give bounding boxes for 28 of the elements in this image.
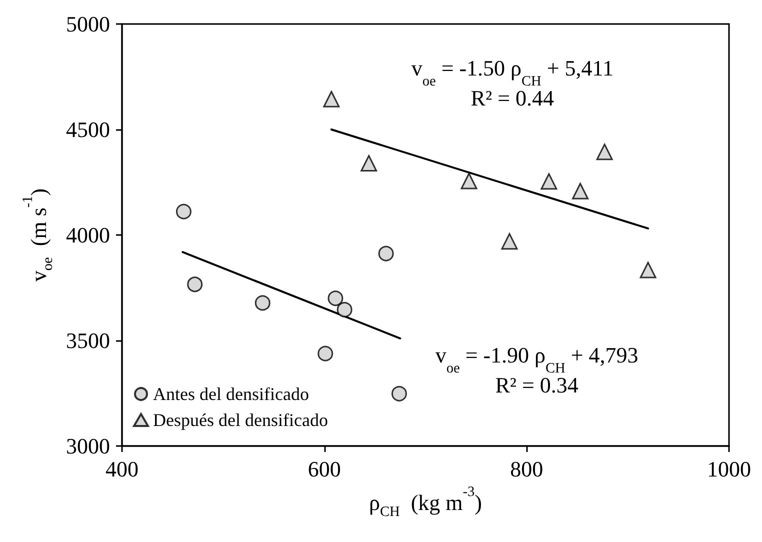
point xyxy=(391,386,407,402)
x-tick-label: 600 xyxy=(308,456,341,482)
legend-label: Antes del densificado xyxy=(153,384,309,404)
point xyxy=(176,204,192,220)
x-tick-label: 400 xyxy=(106,456,138,482)
y-tick-label: 5000 xyxy=(66,12,110,36)
point xyxy=(187,276,203,292)
legend-label: Después del densificado xyxy=(153,410,328,430)
point xyxy=(460,172,478,190)
y-tick-label: 4000 xyxy=(66,222,110,248)
point xyxy=(540,173,558,190)
point xyxy=(596,144,613,160)
y-tick-label: 3500 xyxy=(66,328,110,353)
point xyxy=(501,233,518,250)
y-tick-label: 4500 xyxy=(66,117,110,142)
y-tick-label: 3000 xyxy=(66,434,110,458)
x-tick-label: 1000 xyxy=(707,456,751,482)
point xyxy=(336,302,352,318)
point xyxy=(572,182,589,200)
point xyxy=(318,346,334,362)
point xyxy=(378,246,394,262)
y-axis-title: voe (m s-1) xyxy=(20,188,56,282)
point xyxy=(323,90,340,108)
point xyxy=(328,290,344,306)
point xyxy=(254,295,270,311)
point xyxy=(640,262,656,278)
x-tick-label: 800 xyxy=(510,456,544,482)
point xyxy=(360,155,378,172)
